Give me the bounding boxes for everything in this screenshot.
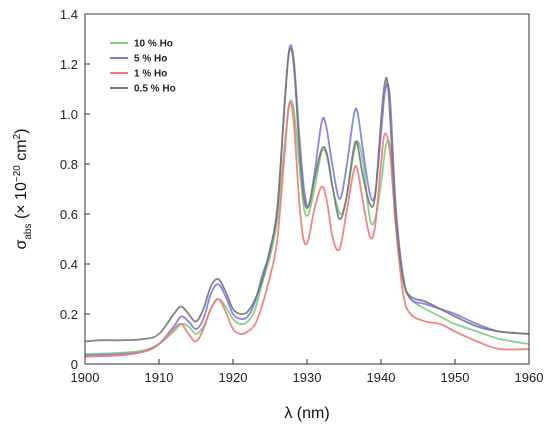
legend: 10 % Ho 5 % Ho 1 % Ho 0.5 % Ho (110, 39, 176, 95)
x-tick-label: 1950 (441, 370, 470, 385)
y-tick-label: 1.0 (60, 107, 78, 122)
series-line-10-ho (84, 99, 530, 355)
y-axis-title: σabs (× 10−20 cm2) (12, 129, 34, 250)
series-line-0-5-ho (84, 47, 530, 343)
x-tick-label: 1920 (219, 370, 248, 385)
legend-label-1-ho: 1 % Ho (134, 69, 167, 80)
legend-label-5-ho: 5 % Ho (134, 54, 167, 65)
x-tick-label: 1940 (367, 370, 396, 385)
x-tick-label: 1900 (71, 370, 100, 385)
y-tick-label: 0 (71, 357, 78, 372)
plot-frame (84, 13, 530, 365)
x-axis-ticks: 1900 1910 1920 1930 1940 1950 1960 (71, 359, 544, 385)
x-tick-label: 1960 (515, 370, 544, 385)
y-tick-label: 0.2 (60, 307, 78, 322)
legend-label-10-ho: 10 % Ho (134, 39, 173, 50)
x-tick-label: 1930 (293, 370, 322, 385)
y-tick-label: 0.4 (60, 257, 78, 272)
legend-label-0-5-ho: 0.5 % Ho (134, 84, 176, 95)
x-axis-title: λ (nm) (284, 405, 329, 422)
series-layer (84, 44, 530, 358)
y-tick-label: 1.4 (60, 7, 78, 22)
x-tick-label: 1910 (145, 370, 174, 385)
y-tick-label: 1.2 (60, 57, 78, 72)
y-tick-label: 0.8 (60, 157, 78, 172)
y-tick-label: 0.6 (60, 207, 78, 222)
series-line-1-ho (84, 101, 530, 358)
y-axis-ticks: 0 0.2 0.4 0.6 0.8 1.0 1.2 1.4 (60, 7, 90, 372)
